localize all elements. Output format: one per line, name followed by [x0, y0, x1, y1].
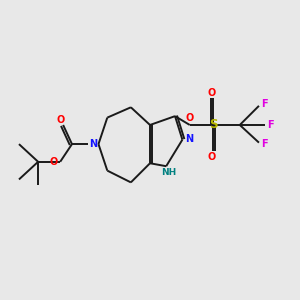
Text: O: O — [208, 88, 216, 98]
Text: O: O — [57, 115, 65, 125]
Text: O: O — [185, 113, 193, 124]
Text: O: O — [208, 152, 216, 162]
Text: S: S — [209, 118, 218, 131]
Text: N: N — [185, 134, 193, 144]
Text: F: F — [261, 99, 268, 110]
Text: N: N — [89, 139, 97, 149]
Text: NH: NH — [161, 168, 176, 177]
Text: F: F — [261, 139, 268, 149]
Text: O: O — [50, 158, 58, 167]
Text: F: F — [267, 120, 273, 130]
